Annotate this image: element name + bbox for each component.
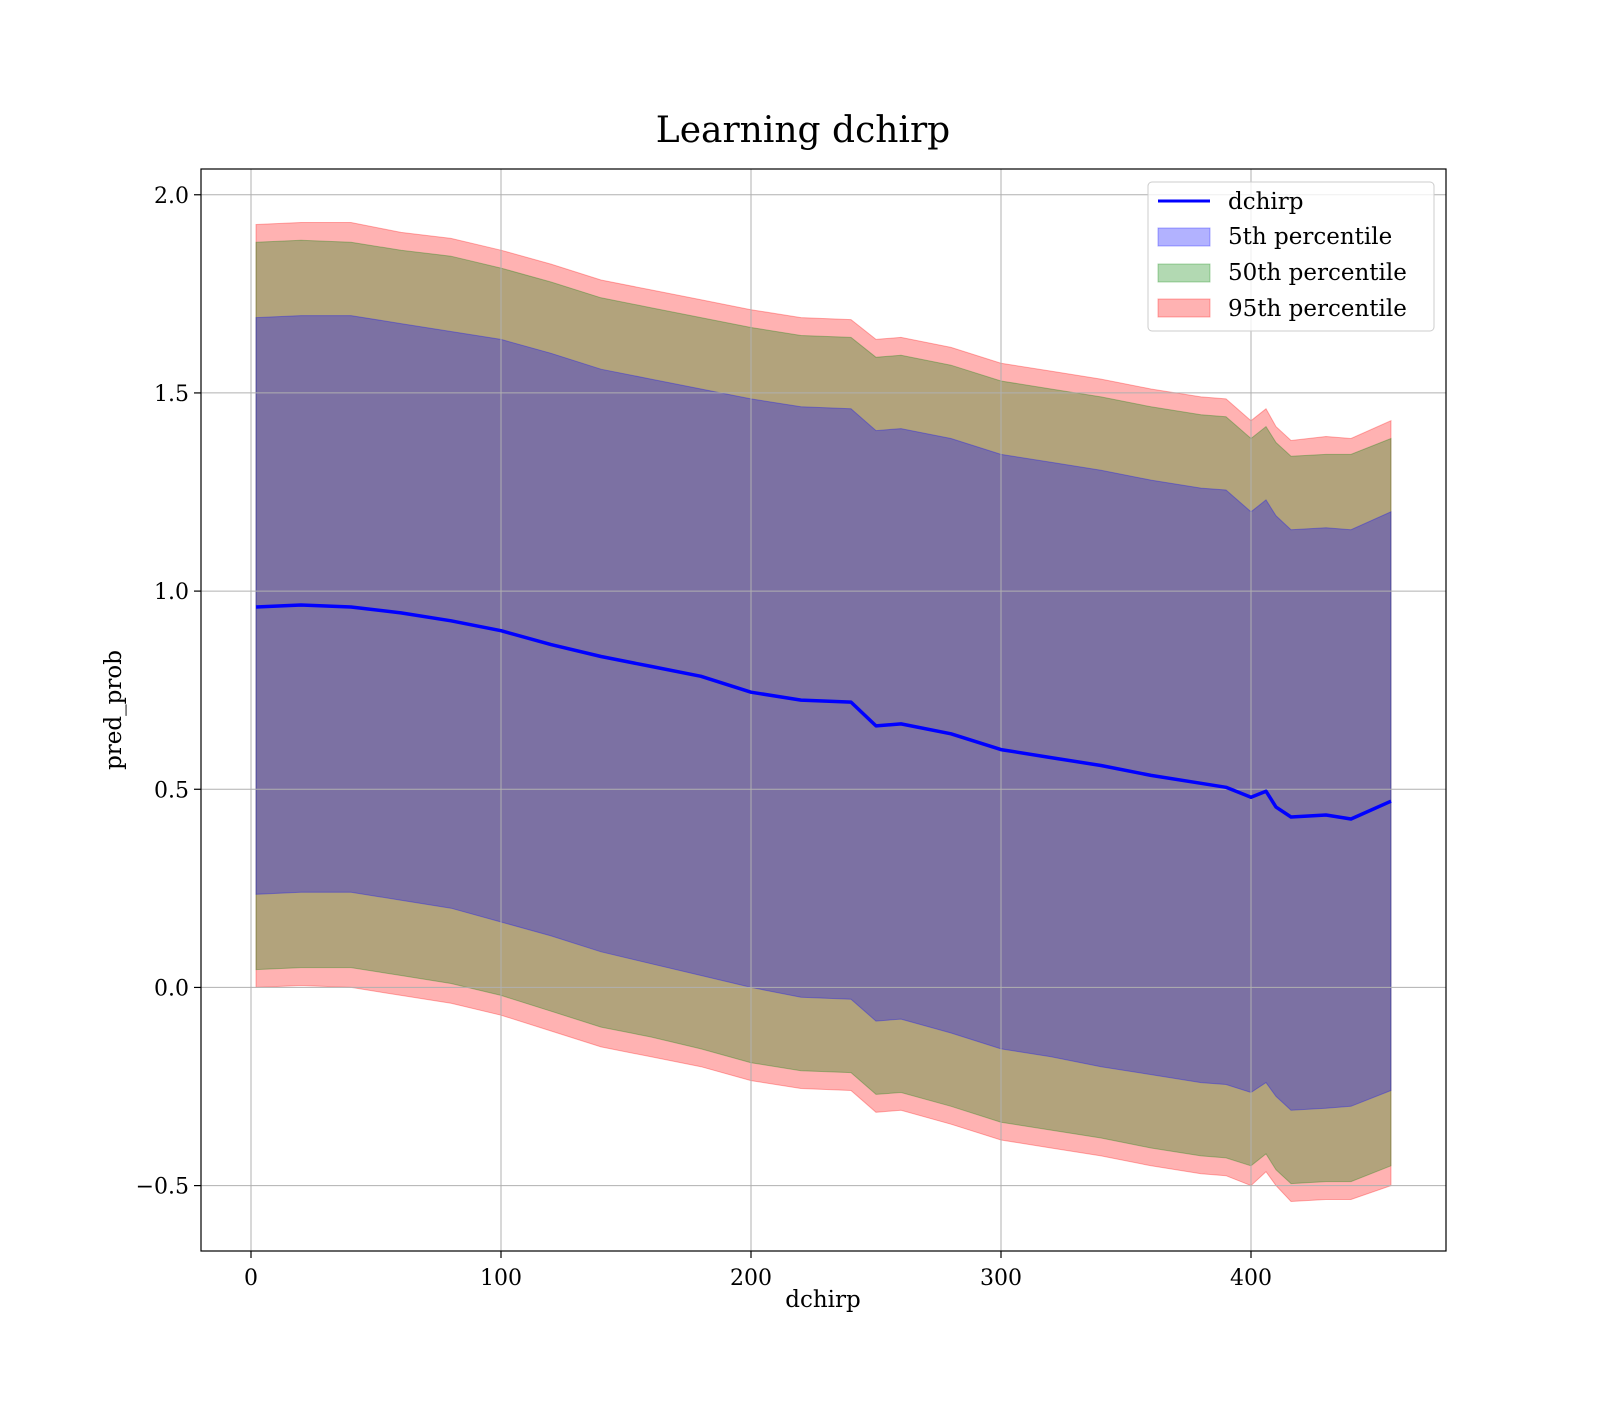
legend-swatch-5th <box>1157 227 1211 247</box>
y-tick-label: 1.0 <box>154 580 189 605</box>
y-tick-label: 1.5 <box>154 382 189 407</box>
plot-frame <box>200 168 1447 1252</box>
legend: dchirp 5th percentile 50th percentile 95… <box>1147 181 1435 332</box>
y-axis-label: pred_prob <box>101 650 127 770</box>
x-tick-label: 100 <box>480 1266 522 1291</box>
line-layer <box>255 603 1392 821</box>
x-tick-label: 200 <box>730 1266 772 1291</box>
y-ticks: −0.5 0.0 0.5 1.0 1.5 2.0 <box>136 184 201 1200</box>
legend-label-5th: 5th percentile <box>1228 224 1392 250</box>
x-axis-label: dchirp <box>785 1287 861 1313</box>
legend-label-50th: 50th percentile <box>1228 260 1407 286</box>
y-tick-label: 0.5 <box>154 778 189 803</box>
series-line-dchirp <box>255 603 1392 821</box>
x-ticks: 0 100 200 300 400 <box>244 1251 1272 1291</box>
legend-label-95th: 95th percentile <box>1228 296 1407 322</box>
legend-swatch-50th <box>1157 263 1211 283</box>
bands-layer <box>255 222 1392 1203</box>
grid-layer <box>201 169 1446 1251</box>
y-tick-label: 2.0 <box>154 184 189 209</box>
legend-label-dchirp: dchirp <box>1228 189 1304 215</box>
x-tick-label: 0 <box>244 1266 258 1291</box>
y-tick-label: −0.5 <box>136 1175 189 1200</box>
legend-box <box>1147 181 1435 332</box>
band-50th-percentile <box>255 239 1392 1185</box>
x-tick-label: 300 <box>980 1266 1022 1291</box>
chart-title: Learning dchirp <box>656 110 950 151</box>
y-tick-label: 0.0 <box>154 976 189 1001</box>
x-tick-label: 400 <box>1230 1266 1272 1291</box>
band-5th-percentile <box>255 315 1392 1111</box>
legend-swatch-95th <box>1157 298 1211 318</box>
